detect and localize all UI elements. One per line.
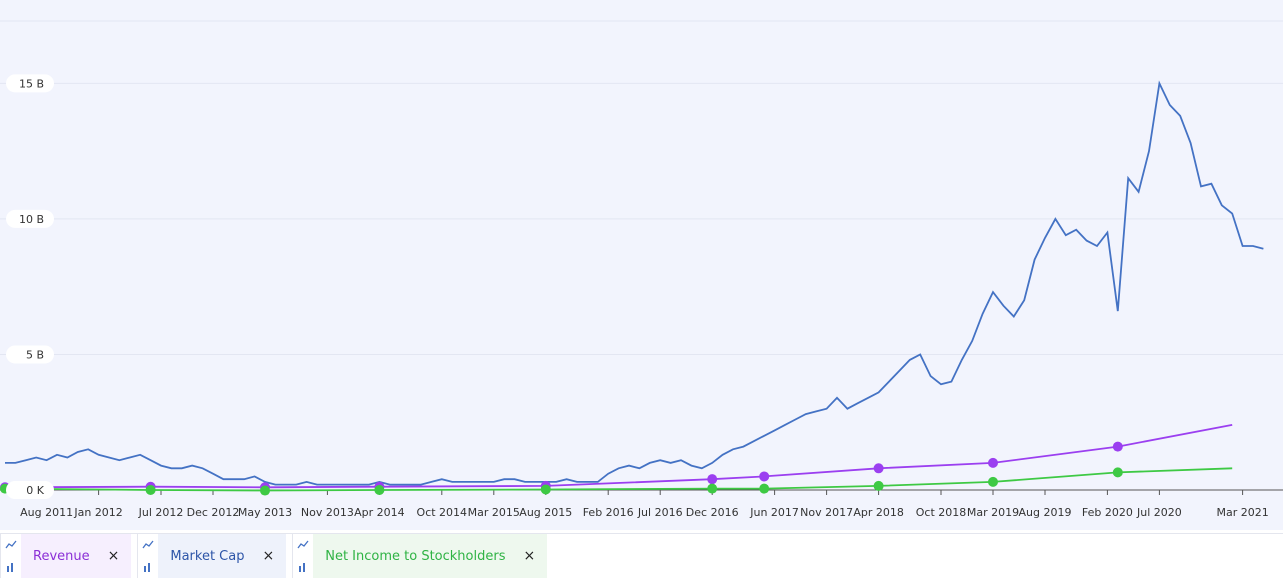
chart-type-icons[interactable] [0, 534, 21, 578]
x-tick-label: Jun 2017 [749, 506, 799, 519]
x-tick-label: Jan 2012 [73, 506, 122, 519]
y-tick-pill [6, 481, 54, 499]
legend-label-box: Market Cap × [158, 534, 287, 578]
x-tick-label: Apr 2018 [853, 506, 904, 519]
x-tick-label: Mar 2021 [1216, 506, 1268, 519]
x-tick-label: Jul 2016 [637, 506, 683, 519]
point-marker [260, 485, 270, 496]
x-tick-label: Nov 2017 [800, 506, 853, 519]
x-tick-label: Aug 2019 [1019, 506, 1072, 519]
legend-label: Revenue [33, 548, 90, 564]
x-tick-label: Apr 2014 [354, 506, 405, 519]
point-marker [759, 483, 770, 494]
y-tick-pill [6, 345, 54, 364]
x-tick-label: Aug 2015 [519, 506, 572, 519]
y-tick-pill [6, 74, 54, 93]
point-marker [759, 471, 770, 482]
remove-series-button[interactable]: × [262, 548, 275, 564]
remove-series-button[interactable]: × [523, 548, 536, 564]
legend-label: Net Income to Stockholders [325, 548, 506, 564]
chart-type-icons[interactable] [137, 534, 158, 578]
point-marker [988, 476, 998, 487]
x-tick-label: Aug 2011 [20, 506, 73, 519]
x-tick-label: Dec 2012 [187, 506, 240, 519]
point-marker [988, 457, 998, 468]
legend-label: Market Cap [170, 548, 245, 564]
point-marker [873, 463, 884, 474]
x-tick-label: Oct 2014 [417, 506, 468, 519]
y-tick-pill [6, 209, 54, 228]
y-tick-label: 15 B [19, 77, 44, 90]
y-tick-label: 5 B [26, 348, 44, 361]
x-tick-label: Dec 2016 [686, 506, 739, 519]
bar-icon[interactable] [297, 562, 309, 572]
line-icon[interactable] [5, 540, 17, 550]
chart-type-icons[interactable] [292, 534, 313, 578]
legend-label-box: Net Income to Stockholders × [313, 534, 548, 578]
series-line [5, 80, 1264, 486]
line-icon[interactable] [297, 540, 309, 550]
point-marker [707, 483, 718, 494]
remove-series-button[interactable]: × [107, 548, 120, 564]
point-marker [374, 485, 385, 495]
legend-label-box: Revenue × [21, 534, 132, 578]
line-icon[interactable] [142, 540, 154, 550]
bar-icon[interactable] [142, 562, 154, 572]
point-marker [707, 474, 718, 485]
plot-background [0, 0, 1283, 530]
x-tick-label: Jul 2012 [138, 506, 184, 519]
legend-item[interactable]: Net Income to Stockholders × [292, 534, 548, 578]
x-tick-label: Nov 2013 [301, 506, 354, 519]
x-tick-label: Feb 2016 [583, 506, 634, 519]
point-marker [873, 480, 884, 491]
legend-item[interactable]: Revenue × [0, 534, 132, 578]
legend: Revenue × Market Cap × Net Income to Stockho… [0, 533, 1283, 578]
x-tick-label: May 2013 [238, 506, 292, 519]
x-tick-label: Oct 2018 [916, 506, 967, 519]
legend-item[interactable]: Market Cap × [137, 534, 287, 578]
x-tick-label: Mar 2019 [967, 506, 1019, 519]
point-marker [145, 485, 156, 495]
x-tick-label: Jul 2020 [1136, 506, 1182, 519]
x-tick-label: Feb 2020 [1082, 506, 1133, 519]
point-marker [540, 484, 551, 495]
y-tick-label: 0 K [26, 484, 44, 497]
y-tick-label: 10 B [19, 213, 44, 226]
point-marker [1112, 441, 1123, 452]
x-tick-label: Mar 2015 [468, 506, 520, 519]
bar-icon[interactable] [5, 562, 17, 572]
point-marker [1112, 467, 1123, 478]
